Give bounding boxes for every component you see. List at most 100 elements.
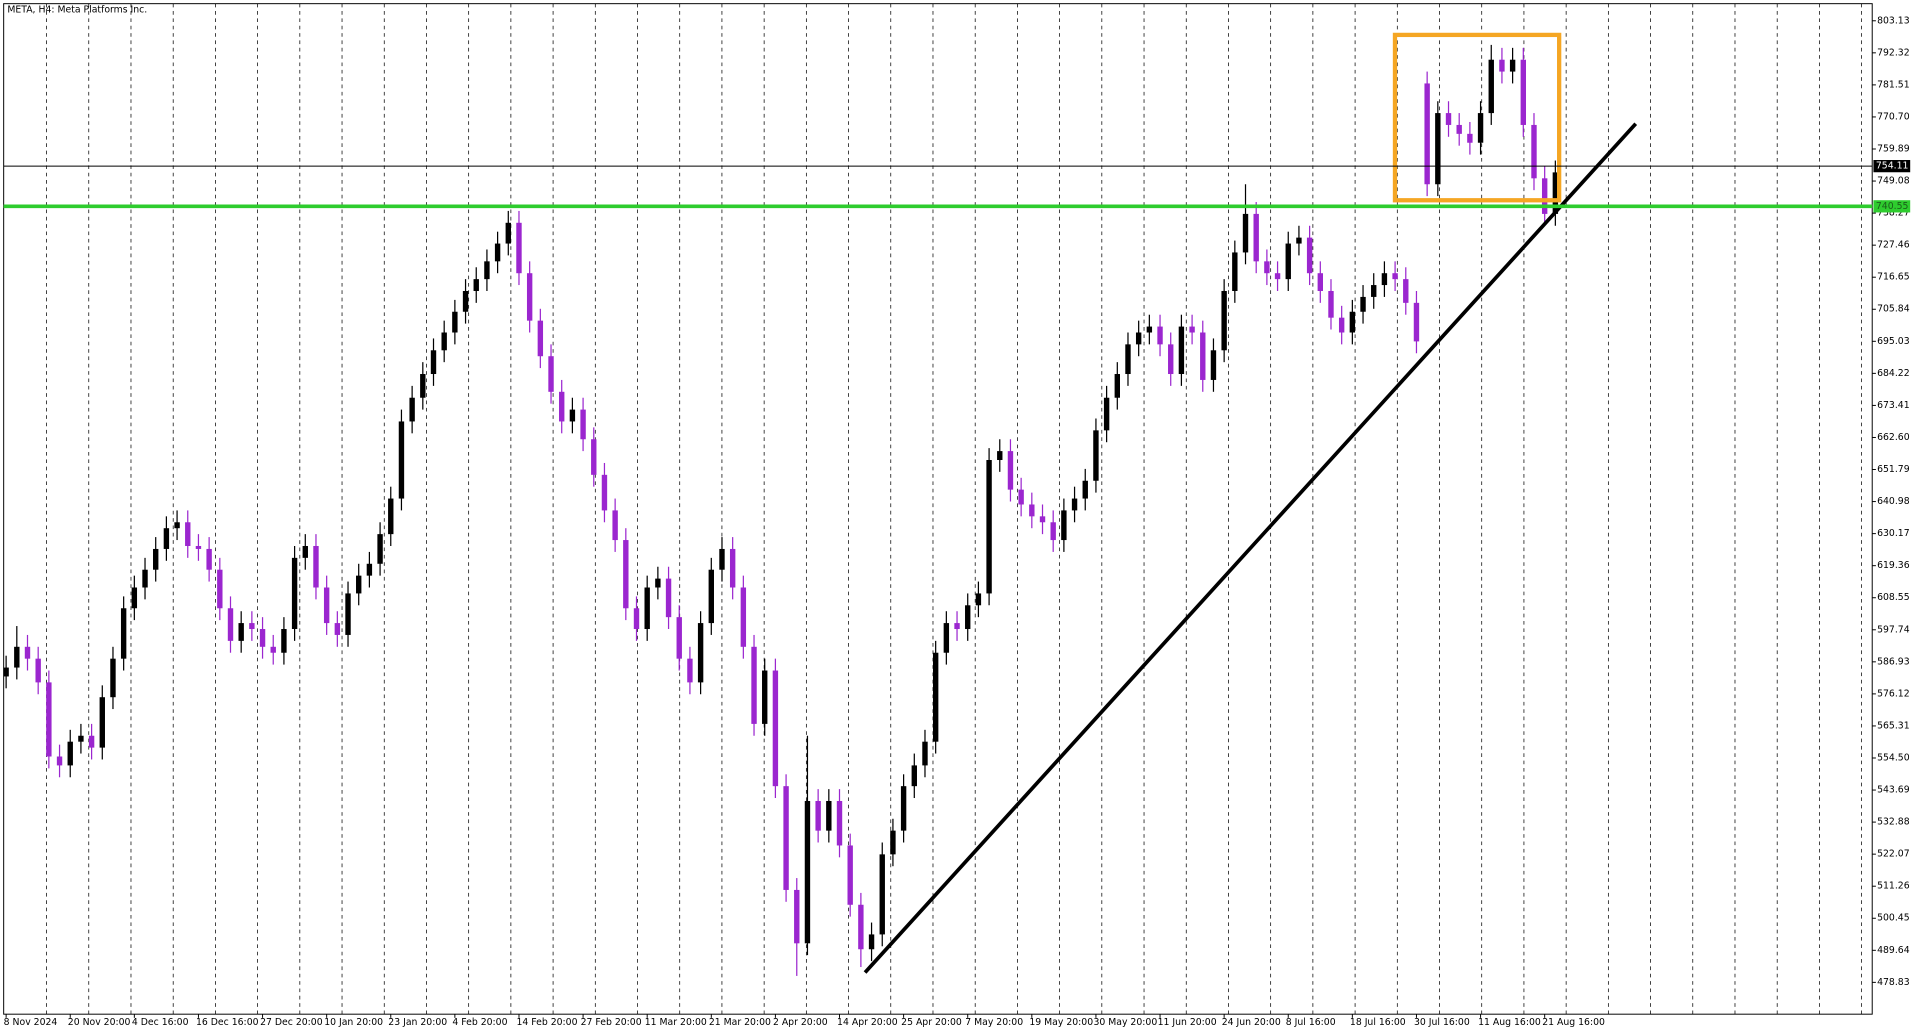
candle-body [986,460,992,594]
y-tick-label: 749.08 [1877,176,1910,187]
x-tick-label: 11 Jun 20:00 [1158,1017,1217,1028]
candle-body [762,670,768,724]
candle-body [783,786,789,890]
candle-body [537,320,544,357]
candle-body [281,629,287,653]
y-tick-label: 586.93 [1877,656,1910,667]
candle-body [1200,332,1206,380]
candle-body [548,356,554,392]
candle-body [858,904,864,950]
candle-body [206,548,212,570]
candle-body [302,545,308,558]
candle-body [1477,113,1484,143]
candle-body [1456,124,1462,134]
y-tick-label: 716.65 [1877,272,1910,283]
candle-body [1403,279,1409,303]
candle-body [708,569,714,624]
candle-body [911,765,917,787]
candle-body [120,608,127,659]
candle-body [1061,510,1067,541]
candle-body [67,741,73,766]
x-tick-label: 4 Feb 20:00 [452,1017,507,1028]
candle-body [174,522,180,529]
candle-body [633,608,640,630]
candle-body [1499,59,1505,72]
highlight-box [1392,32,1562,203]
x-tick-label: 2 Apr 20:00 [773,1017,828,1028]
y-tick-label: 543.69 [1877,785,1910,796]
candle-body [1221,290,1227,351]
candle-body [612,510,618,541]
candle-body [35,658,41,683]
candle-body [366,563,373,576]
candle-body [1392,273,1398,280]
candle-body [1114,374,1120,398]
candle-body [1093,430,1099,481]
y-tick-label: 651.79 [1877,464,1910,475]
y-tick-label: 489.64 [1877,945,1910,956]
candle-body [526,273,533,321]
candle-body [965,605,971,630]
candle-body [291,557,298,630]
candle-body [1210,350,1217,380]
plot-frame [3,3,1873,1015]
y-tick-label: 500.45 [1877,913,1910,924]
candle-body [1018,489,1024,505]
x-tick-label: 14 Feb 20:00 [517,1017,578,1028]
candle-body [772,670,779,787]
candle-body [1531,124,1537,179]
candle-body [879,854,885,935]
x-tick-label: 14 Apr 20:00 [837,1017,898,1028]
candle-body [794,889,800,944]
candle-body [238,623,244,641]
candle-body [623,540,629,609]
candle-body [1274,273,1281,280]
candle-body [462,290,469,312]
candle-body [804,800,811,944]
candle-body [1349,311,1356,333]
candle-body [1360,296,1366,312]
candle-body [323,587,330,624]
candle-body [687,658,693,683]
candle-body [997,451,1003,461]
price-label: 754.11 [1876,161,1909,172]
candle-body [249,623,255,630]
candle-body [345,593,351,635]
candle-body [1007,451,1014,490]
candle-body [1520,59,1527,125]
candle-body [975,593,982,606]
candle-body [452,311,458,333]
candle-body [1103,397,1110,431]
candle-body [377,534,383,564]
candle-body [1296,237,1302,244]
candle-body [559,391,565,422]
y-tick-label: 576.12 [1877,688,1910,699]
candle-body [88,735,95,748]
candle-body [195,545,202,549]
x-tick-label: 11 Mar 20:00 [645,1017,707,1028]
y-tick-label: 608.55 [1877,592,1910,603]
y-tick-label: 565.31 [1877,720,1910,731]
candle-body [1413,302,1420,342]
candle-body [1381,273,1388,286]
candle-body [334,623,341,635]
candle-body [1125,344,1131,375]
y-tick-label: 630.17 [1877,528,1910,539]
candle-body [932,652,939,742]
candles [3,44,1559,976]
x-tick-label: 30 May 20:00 [1093,1017,1157,1028]
x-tick-label: 21 Aug 16:00 [1542,1017,1605,1028]
y-tick-label: 511.26 [1877,881,1910,892]
y-tick-label: 727.46 [1877,240,1910,251]
candle-body [484,261,490,280]
candle-body [1445,113,1452,125]
y-tick-label: 554.50 [1877,752,1910,763]
chart-title: META, H4: Meta Platforms Inc. [7,4,147,15]
y-tick-label: 619.36 [1877,560,1910,571]
candle-body [868,934,875,950]
candle-body [847,845,853,905]
candle-body [1146,326,1153,333]
y-tick-label: 597.74 [1877,624,1910,635]
